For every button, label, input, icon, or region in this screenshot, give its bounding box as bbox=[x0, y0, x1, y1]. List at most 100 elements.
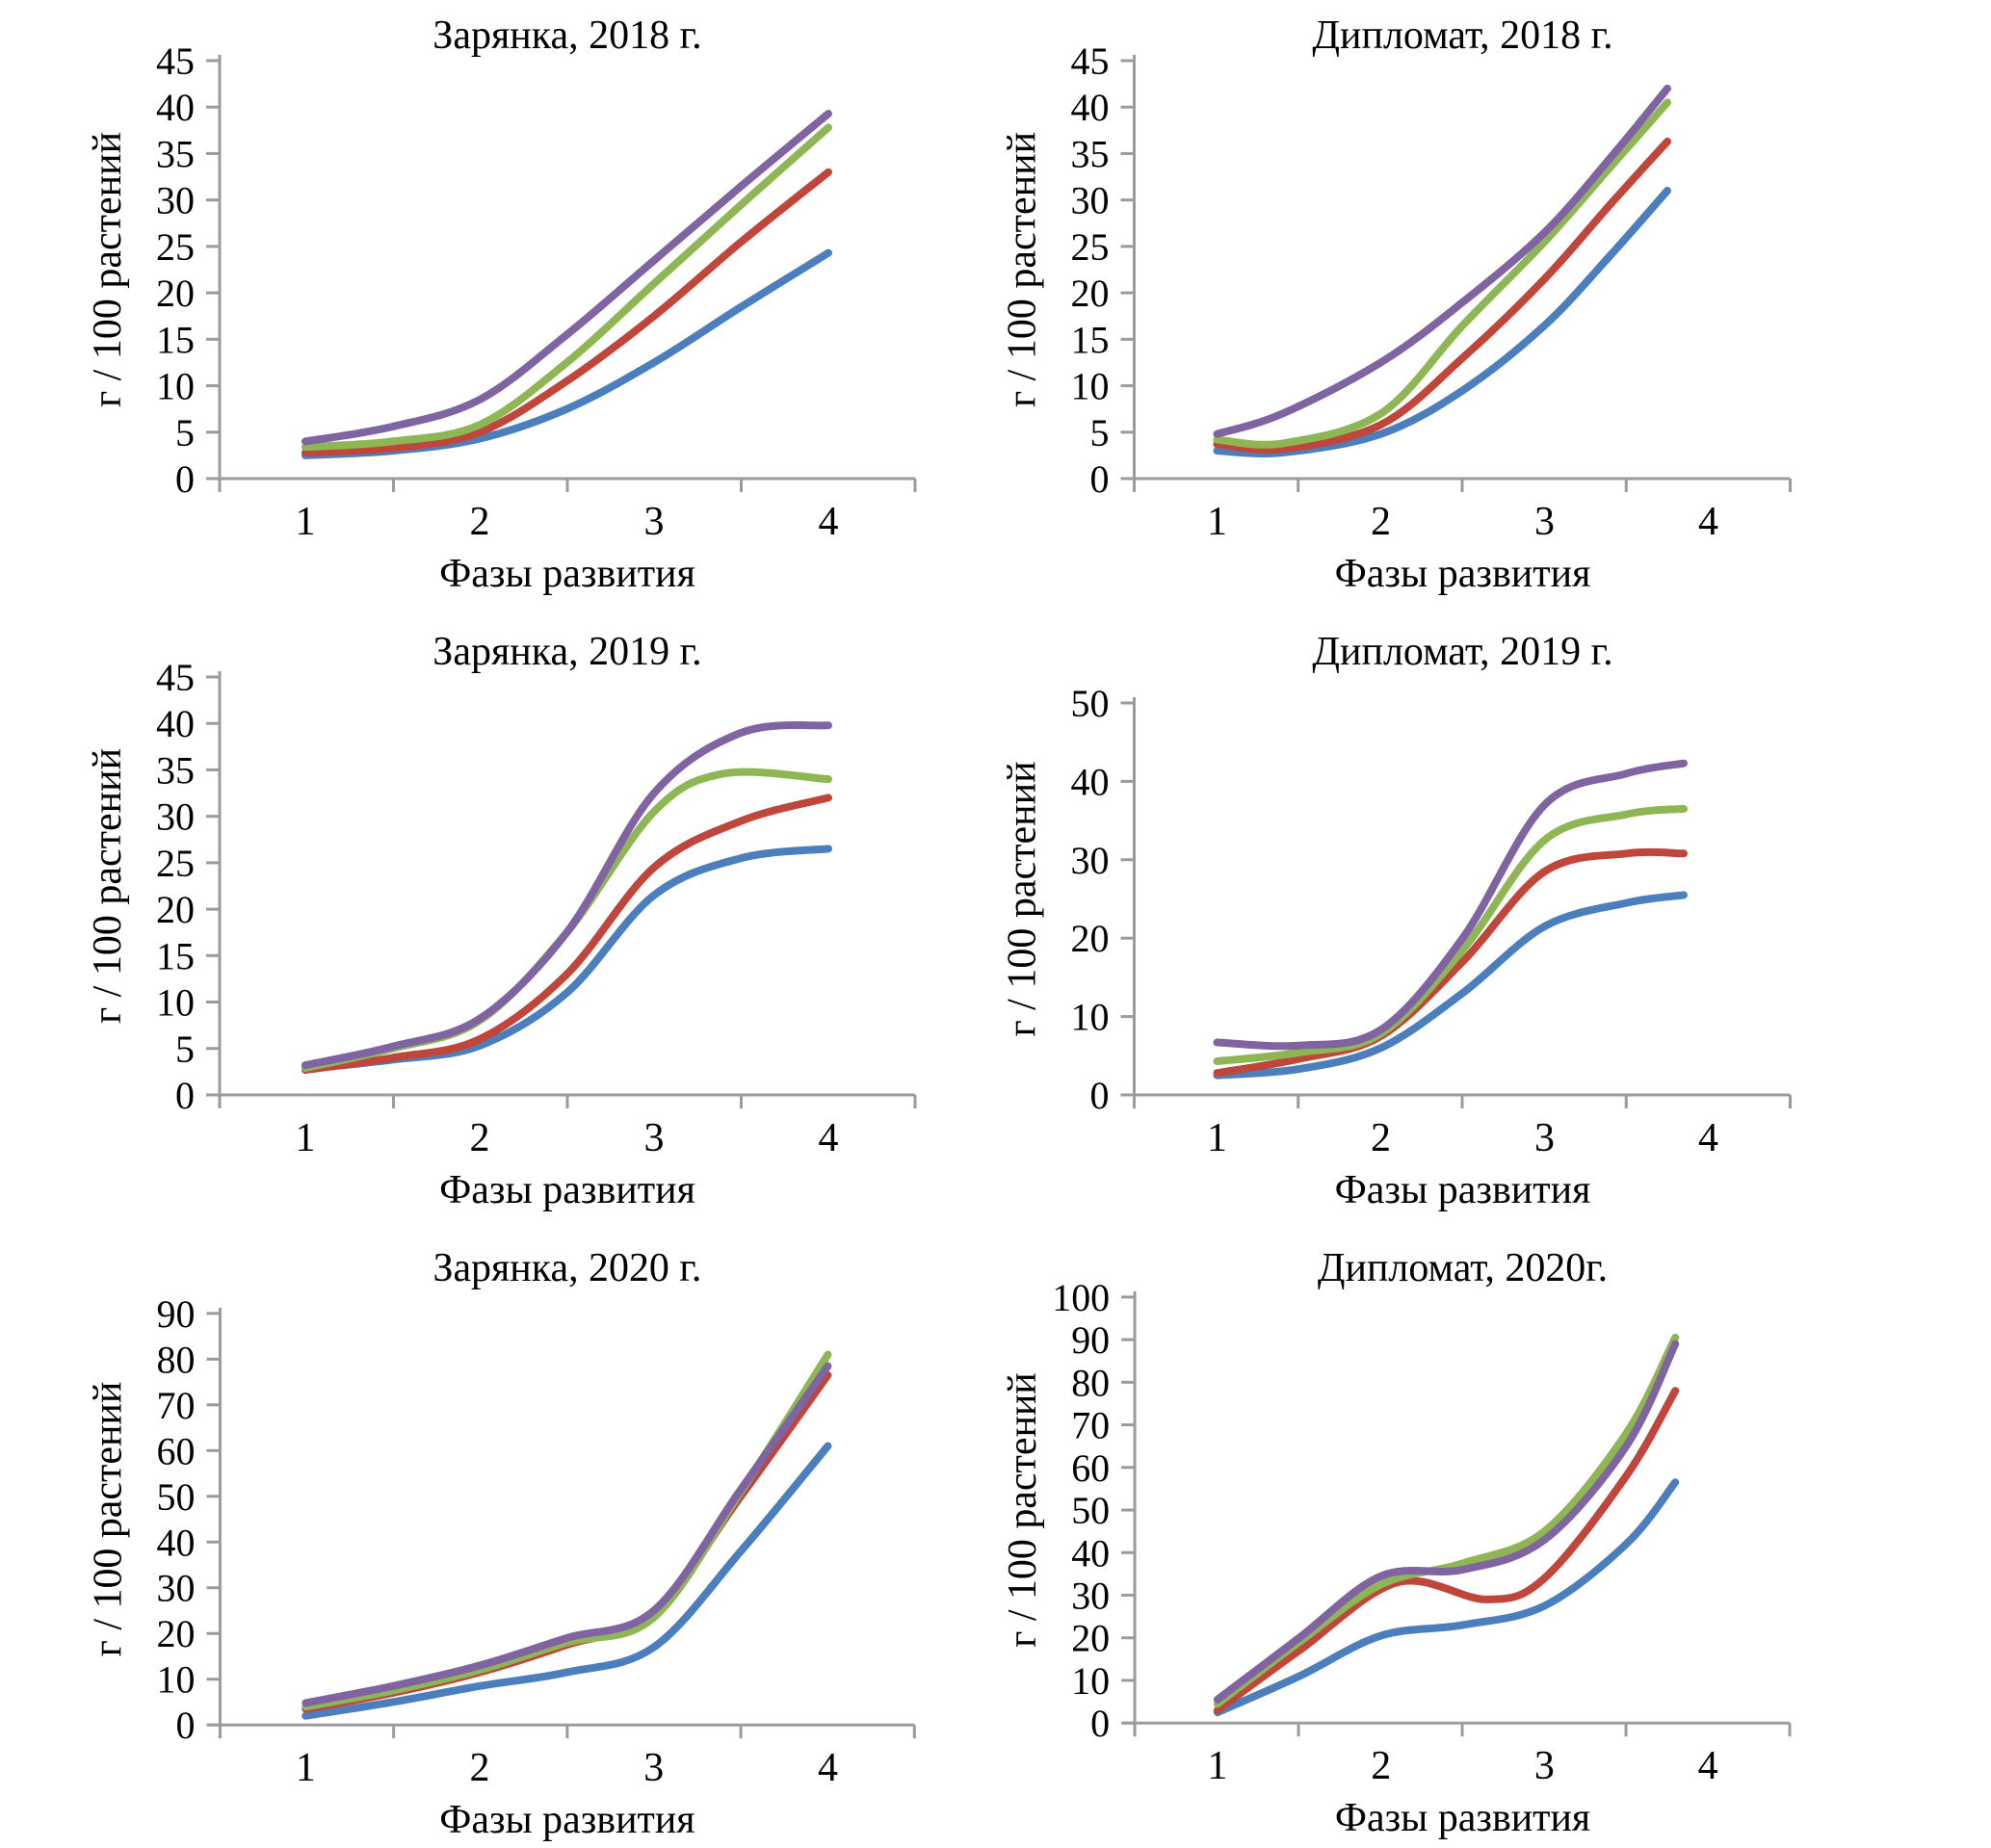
y-tick-label: 60 bbox=[1071, 1446, 1110, 1490]
y-axis-title: г / 100 растений bbox=[1001, 132, 1045, 407]
y-tick-label: 10 bbox=[156, 365, 195, 408]
y-tick-label: 70 bbox=[157, 1384, 196, 1427]
x-tick-label: 3 bbox=[1534, 500, 1555, 544]
y-tick-label: 30 bbox=[1071, 839, 1110, 882]
series-line-purple bbox=[301, 110, 832, 446]
y-tick-label: 40 bbox=[156, 702, 195, 745]
y-tick-label: 40 bbox=[1071, 760, 1110, 803]
y-tick-label: 10 bbox=[157, 1658, 196, 1702]
y-axis-title: г / 100 растений bbox=[1001, 1372, 1045, 1648]
y-tick-label: 50 bbox=[1071, 1489, 1110, 1532]
series-line-red bbox=[1213, 847, 1688, 1078]
y-tick-label: 40 bbox=[157, 1521, 196, 1564]
series-line-purple bbox=[301, 721, 832, 1070]
y-tick-label: 30 bbox=[156, 795, 195, 839]
x-tick-label: 3 bbox=[644, 500, 665, 544]
series-line-blue bbox=[1213, 1478, 1680, 1717]
y-tick-label: 15 bbox=[156, 934, 195, 977]
x-axis-title: Фазы развития bbox=[439, 1798, 694, 1842]
x-tick-label: 4 bbox=[1698, 1116, 1718, 1160]
y-tick-label: 25 bbox=[156, 225, 195, 269]
y-tick-label: 5 bbox=[175, 411, 195, 455]
series-line-green bbox=[1213, 98, 1671, 449]
series-line-purple bbox=[301, 1362, 832, 1707]
y-tick-label: 20 bbox=[157, 1612, 196, 1655]
y-tick-label: 15 bbox=[156, 318, 195, 361]
y-axis-title: г / 100 растений bbox=[86, 132, 130, 407]
series-line-red bbox=[301, 794, 832, 1074]
y-tick-label: 20 bbox=[156, 272, 195, 315]
y-tick-label: 40 bbox=[1071, 1531, 1110, 1575]
y-tick-label: 35 bbox=[1071, 132, 1110, 175]
y-tick-label: 80 bbox=[157, 1338, 196, 1381]
chart-diplomat-2019: Дипломат, 2019 г. 0 10 20 30 40 50 1 2 3 4 Фазы раз… bbox=[995, 616, 1991, 1233]
chart-title: Дипломат, 2018 г. bbox=[1312, 13, 1612, 58]
y-tick-label: 20 bbox=[1071, 1617, 1110, 1660]
x-tick-label: 1 bbox=[296, 1746, 316, 1790]
y-tick-label: 70 bbox=[1071, 1404, 1110, 1447]
y-tick-label: 10 bbox=[156, 981, 195, 1025]
x-tick-label: 2 bbox=[1371, 500, 1391, 544]
y-tick-label: 0 bbox=[1090, 457, 1110, 501]
chart-title: Зарянка, 2019 г. bbox=[432, 630, 701, 674]
y-tick-label: 10 bbox=[1071, 996, 1110, 1039]
series-line-purple bbox=[1213, 84, 1671, 438]
x-tick-label: 1 bbox=[1207, 1744, 1227, 1788]
y-tick-label: 15 bbox=[1071, 318, 1110, 361]
series-line-blue bbox=[1213, 891, 1688, 1080]
chart-title: Дипломат, 2019 г. bbox=[1312, 630, 1612, 674]
y-tick-label: 100 bbox=[1052, 1276, 1110, 1319]
x-axis-title: Фазы развития bbox=[439, 1168, 695, 1212]
series-line-green bbox=[301, 123, 832, 452]
series-line-green bbox=[301, 1350, 832, 1711]
x-axis-title: Фазы развития bbox=[439, 552, 695, 596]
series-line-blue bbox=[301, 1442, 832, 1720]
series-line-red bbox=[1213, 1387, 1680, 1714]
x-tick-label: 1 bbox=[1207, 500, 1227, 544]
series-line-red bbox=[1213, 137, 1671, 454]
chart-zaryanka-2018: Зарянка, 2018 г. 0 5 10 15 20 25 30 35 40 45 1 2 3 4 Фа… bbox=[0, 0, 995, 616]
x-tick-label: 4 bbox=[819, 1116, 839, 1160]
x-tick-label: 2 bbox=[470, 1116, 490, 1160]
y-tick-label: 10 bbox=[1071, 365, 1110, 408]
chart-title: Зарянка, 2018 г. bbox=[432, 13, 701, 58]
y-tick-label: 30 bbox=[156, 179, 195, 222]
y-tick-label: 0 bbox=[175, 1074, 195, 1117]
y-tick-label: 40 bbox=[156, 86, 195, 129]
chart-zaryanka-2020: Зарянка, 2020 г. 0 10 20 30 40 50 60 70 80 90 1 2 3 4 Ф… bbox=[0, 1233, 995, 1848]
x-axis-title: Фазы развития bbox=[1335, 552, 1591, 596]
series-line-red bbox=[301, 168, 832, 456]
chart-diplomat-2020: Дипломат, 2020г. 0 10 20 30 40 50 60 70 80 90 100 1 2… bbox=[995, 1233, 1991, 1848]
x-tick-label: 2 bbox=[1371, 1744, 1391, 1788]
x-tick-label: 2 bbox=[470, 1746, 490, 1790]
y-tick-label: 60 bbox=[157, 1429, 196, 1472]
y-tick-label: 0 bbox=[1090, 1702, 1110, 1745]
series-line-purple bbox=[1213, 759, 1688, 1051]
y-tick-label: 20 bbox=[1071, 917, 1110, 960]
x-tick-label: 2 bbox=[470, 500, 490, 544]
x-axis-title: Фазы развития bbox=[1335, 1796, 1590, 1840]
y-tick-label: 25 bbox=[1071, 225, 1110, 269]
y-tick-label: 90 bbox=[1071, 1318, 1110, 1362]
y-tick-label: 35 bbox=[156, 132, 195, 175]
y-tick-label: 0 bbox=[1090, 1074, 1110, 1117]
y-tick-label: 30 bbox=[1071, 1574, 1110, 1617]
y-axis-title: г / 100 растений bbox=[87, 1382, 131, 1657]
x-axis-title: Фазы развития bbox=[1335, 1168, 1591, 1212]
y-tick-label: 20 bbox=[1071, 272, 1110, 315]
y-tick-label: 0 bbox=[176, 1704, 196, 1747]
y-tick-label: 50 bbox=[1071, 682, 1110, 725]
x-tick-label: 4 bbox=[1698, 500, 1718, 544]
x-tick-label: 3 bbox=[1534, 1744, 1555, 1788]
x-tick-label: 3 bbox=[644, 1116, 665, 1160]
series-line-purple bbox=[1213, 1340, 1680, 1704]
y-tick-label: 45 bbox=[156, 39, 195, 83]
y-axis-title: г / 100 растений bbox=[86, 748, 130, 1024]
y-tick-label: 10 bbox=[1071, 1659, 1110, 1703]
y-tick-label: 25 bbox=[156, 842, 195, 885]
y-axis-title: г / 100 растений bbox=[1001, 761, 1045, 1036]
